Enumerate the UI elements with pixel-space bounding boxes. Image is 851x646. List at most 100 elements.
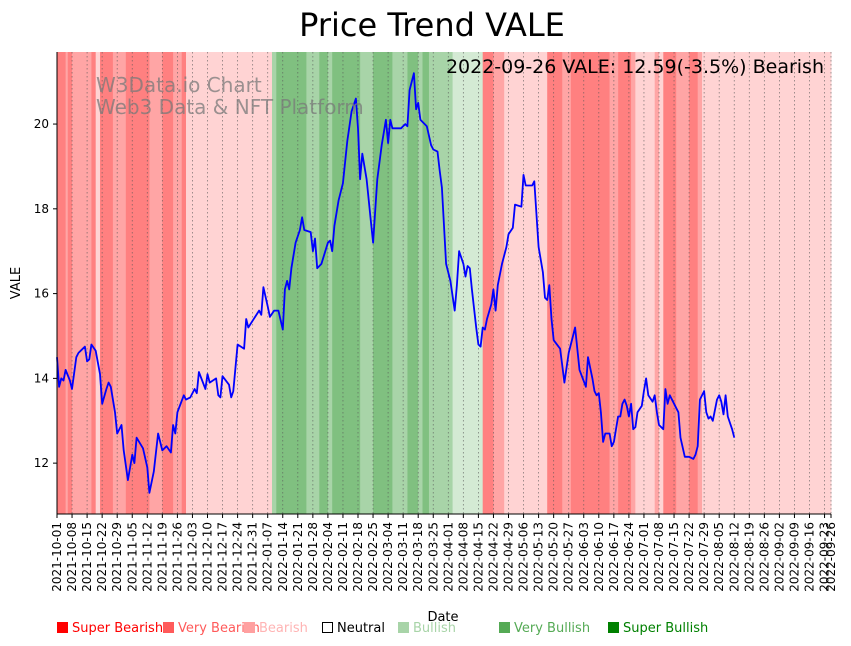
sentiment-band-very-bearish	[482, 52, 494, 514]
x-tick-label: 2021-10-29	[110, 522, 124, 592]
x-tick-label: 2022-08-12	[727, 522, 741, 592]
legend-swatch	[57, 622, 68, 633]
x-tick-label: 2022-04-01	[441, 522, 455, 592]
y-axis-label: VALE	[9, 267, 24, 299]
sentiment-band-bearish	[112, 52, 127, 514]
x-tick-label: 2022-02-11	[336, 522, 350, 592]
x-tick-label: 2021-12-31	[246, 522, 260, 592]
sentiment-band-very-bearish	[570, 52, 611, 514]
legend-label: Super Bullish	[623, 621, 709, 636]
sentiment-band-bullish	[360, 52, 374, 514]
x-tick-label: 2022-05-27	[562, 522, 576, 592]
legend-swatch	[322, 622, 333, 633]
x-tick-label: 2021-12-24	[231, 522, 245, 592]
sentiment-bands	[57, 52, 832, 514]
legend-item-neutral: Neutral	[322, 621, 385, 637]
legend-swatch	[608, 622, 619, 633]
sentiment-band-bearish	[562, 52, 572, 514]
x-tick-label: 2022-06-10	[592, 522, 606, 592]
x-tick-label: 2022-02-18	[351, 522, 365, 592]
sentiment-band-bullish	[418, 52, 423, 514]
legend-label: Super Bearish	[72, 621, 164, 636]
y-tick-label: 12	[34, 456, 49, 470]
x-tick-label: 2022-08-19	[742, 522, 756, 592]
x-tick-label: 2022-01-14	[276, 522, 290, 592]
sentiment-band-very-bearish	[689, 52, 699, 514]
sentiment-band-light-bearish	[635, 52, 656, 514]
sentiment-band-bullish	[272, 52, 277, 514]
sentiment-band-bearish	[654, 52, 660, 514]
x-tick-label: 2022-01-07	[261, 522, 275, 592]
sentiment-band-very-bearish	[67, 52, 73, 514]
y-tick-label: 16	[34, 287, 49, 301]
x-tick-label: 2022-07-29	[697, 522, 711, 592]
vertical-grid	[56, 52, 832, 514]
x-tick-label: 2022-09-02	[772, 522, 786, 592]
x-tick-label: 2022-07-15	[667, 522, 681, 592]
x-tick-label: 2021-12-10	[201, 522, 215, 592]
x-tick-label: 2022-09-09	[787, 522, 801, 592]
sentiment-band-very-bullish	[407, 52, 419, 514]
sentiment-band-bearish	[173, 52, 183, 514]
y-ticks: 12 14 16 18 20	[34, 117, 57, 470]
x-ticks: 2021-10-01 2021-10-08 2021-10-15 2021-10-22…	[50, 514, 838, 592]
x-tick-label: 2022-04-29	[502, 522, 516, 592]
x-tick-label: 2022-06-03	[577, 522, 591, 592]
x-tick-label: 2022-01-21	[291, 522, 305, 592]
x-tick-label: 2022-08-05	[712, 522, 726, 592]
legend-swatch	[163, 622, 174, 633]
sentiment-band-bullish	[327, 52, 333, 514]
x-tick-label: 2022-08-26	[757, 522, 771, 592]
x-tick-label: 2022-02-04	[321, 522, 335, 592]
sentiment-band-bearish	[74, 52, 92, 514]
legend-label: Very Bullish	[514, 621, 591, 636]
x-tick-label: 2021-10-08	[65, 522, 79, 592]
status-annotation: 2022-09-26 VALE: 12.59(-3.5%) Bearish	[446, 56, 824, 78]
y-tick-label: 14	[34, 371, 49, 385]
sentiment-band-bearish	[676, 52, 690, 514]
sentiment-band-light-bearish	[659, 52, 664, 514]
legend-swatch	[244, 622, 255, 633]
x-tick-label: 2022-02-25	[366, 522, 380, 592]
sentiment-band-very-bullish	[422, 52, 430, 514]
price-line-layer	[56, 72, 736, 494]
sentiment-band-light-bearish	[702, 52, 832, 514]
sentiment-band-bearish	[149, 52, 163, 514]
legend-item-very-bullish: Very Bullish	[499, 621, 590, 637]
axes	[56, 52, 831, 515]
x-tick-label: 2021-10-01	[50, 522, 64, 592]
sentiment-band-very-bearish	[125, 52, 150, 514]
x-tick-label: 2022-07-01	[637, 522, 651, 592]
legend-swatch	[499, 622, 510, 633]
x-tick-label: 2022-09-16	[803, 522, 817, 592]
sentiment-band-very-bearish	[663, 52, 677, 514]
sentiment-band-very-bearish	[618, 52, 632, 514]
x-tick-label: 2021-10-15	[80, 522, 94, 592]
sentiment-band-bullish	[306, 52, 320, 514]
y-tick-label: 20	[34, 117, 49, 131]
legend-label: Bearish	[259, 621, 308, 636]
watermark-line1: W3Data.io Chart	[96, 73, 262, 97]
sentiment-band-very-bullish	[276, 52, 307, 514]
sentiment-band-bearish	[65, 52, 69, 514]
x-tick-label: 2022-01-28	[306, 522, 320, 592]
sentiment-band-very-bullish	[319, 52, 329, 514]
legend-item-bullish: Bullish	[398, 621, 456, 637]
sentiment-band-light-bearish	[95, 52, 101, 514]
legend-label: Very Bearish	[178, 621, 260, 636]
sentiment-band-bearish	[609, 52, 619, 514]
sentiment-band-light-bearish	[504, 52, 548, 514]
legend-item-bearish: Bearish	[244, 621, 308, 637]
x-tick-label: 2022-07-22	[682, 522, 696, 592]
x-tick-label: 2022-03-11	[396, 522, 410, 592]
x-tick-label: 2022-04-15	[471, 522, 485, 592]
x-tick-label: 2022-07-08	[652, 522, 666, 592]
sentiment-band-bearish	[72, 52, 75, 514]
x-tick-label: 2022-04-08	[456, 522, 470, 592]
x-tick-label: 2021-11-12	[140, 522, 154, 592]
x-tick-label: 2021-11-19	[155, 522, 169, 592]
y-tick-label: 18	[34, 202, 49, 216]
x-tick-label: 2021-11-26	[170, 522, 184, 592]
legend-item-very-bearish: Very Bearish	[163, 621, 260, 637]
sentiment-band-bearish	[631, 52, 636, 514]
